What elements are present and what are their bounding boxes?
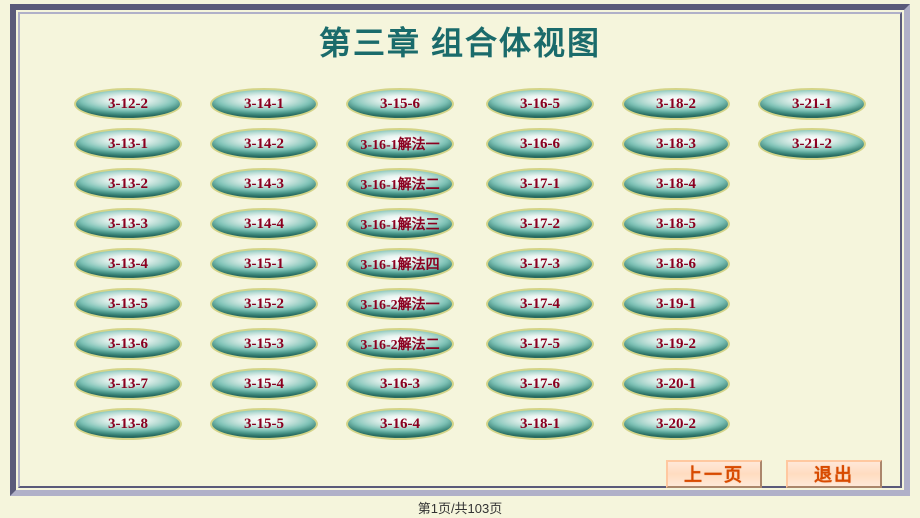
nav-pill-3-13-7[interactable]: 3-13-7	[74, 368, 182, 400]
button-grid: 3-12-2 3-13-1 3-13-2 3-13-3 3-13-4 3-13-5 3-13…	[16, 70, 904, 490]
nav-pill-3-18-2[interactable]: 3-18-2	[622, 88, 730, 120]
nav-pill-3-13-2[interactable]: 3-13-2	[74, 168, 182, 200]
nav-pill-3-16-3[interactable]: 3-16-3	[346, 368, 454, 400]
main-panel: 第三章 组合体视图 3-12-2 3-13-1 3-13-2 3-13-3 3-13-4…	[10, 4, 910, 496]
nav-pill-3-15-2[interactable]: 3-15-2	[210, 288, 318, 320]
nav-pill-3-16-5[interactable]: 3-16-5	[486, 88, 594, 120]
nav-pill-3-21-1[interactable]: 3-21-1	[758, 88, 866, 120]
nav-pill-3-12-2[interactable]: 3-12-2	[74, 88, 182, 120]
nav-pill-3-13-6[interactable]: 3-13-6	[74, 328, 182, 360]
prev-page-button[interactable]: 上一页	[666, 460, 762, 488]
nav-pill-3-17-2[interactable]: 3-17-2	[486, 208, 594, 240]
nav-pill-3-15-5[interactable]: 3-15-5	[210, 408, 318, 440]
nav-pill-3-16-2解法一[interactable]: 3-16-2解法一	[346, 288, 454, 320]
nav-pill-3-17-5[interactable]: 3-17-5	[486, 328, 594, 360]
nav-pill-3-14-2[interactable]: 3-14-2	[210, 128, 318, 160]
nav-pill-3-14-1[interactable]: 3-14-1	[210, 88, 318, 120]
nav-pill-3-18-5[interactable]: 3-18-5	[622, 208, 730, 240]
nav-pill-3-18-4[interactable]: 3-18-4	[622, 168, 730, 200]
nav-pill-3-15-6[interactable]: 3-15-6	[346, 88, 454, 120]
nav-pill-3-13-5[interactable]: 3-13-5	[74, 288, 182, 320]
nav-pill-3-20-1[interactable]: 3-20-1	[622, 368, 730, 400]
nav-pill-3-17-1[interactable]: 3-17-1	[486, 168, 594, 200]
nav-pill-3-20-2[interactable]: 3-20-2	[622, 408, 730, 440]
nav-pill-3-18-6[interactable]: 3-18-6	[622, 248, 730, 280]
nav-pill-3-21-2[interactable]: 3-21-2	[758, 128, 866, 160]
nav-pill-3-17-4[interactable]: 3-17-4	[486, 288, 594, 320]
nav-pill-3-16-1解法四[interactable]: 3-16-1解法四	[346, 248, 454, 280]
page-title: 第三章 组合体视图	[16, 18, 904, 64]
exit-button[interactable]: 退出	[786, 460, 882, 488]
nav-pill-3-13-8[interactable]: 3-13-8	[74, 408, 182, 440]
nav-pill-3-16-2解法二[interactable]: 3-16-2解法二	[346, 328, 454, 360]
nav-pill-3-16-1解法三[interactable]: 3-16-1解法三	[346, 208, 454, 240]
nav-pill-3-14-3[interactable]: 3-14-3	[210, 168, 318, 200]
nav-pill-3-13-3[interactable]: 3-13-3	[74, 208, 182, 240]
nav-pill-3-18-1[interactable]: 3-18-1	[486, 408, 594, 440]
nav-pill-3-18-3[interactable]: 3-18-3	[622, 128, 730, 160]
nav-pill-3-16-1解法一[interactable]: 3-16-1解法一	[346, 128, 454, 160]
nav-pill-3-14-4[interactable]: 3-14-4	[210, 208, 318, 240]
nav-pill-3-15-4[interactable]: 3-15-4	[210, 368, 318, 400]
nav-pill-3-19-2[interactable]: 3-19-2	[622, 328, 730, 360]
page-indicator: 第1页/共103页	[418, 498, 503, 517]
nav-pill-3-13-1[interactable]: 3-13-1	[74, 128, 182, 160]
nav-pill-3-16-1解法二[interactable]: 3-16-1解法二	[346, 168, 454, 200]
nav-pill-3-16-6[interactable]: 3-16-6	[486, 128, 594, 160]
nav-pill-3-17-3[interactable]: 3-17-3	[486, 248, 594, 280]
nav-pill-3-19-1[interactable]: 3-19-1	[622, 288, 730, 320]
nav-pill-3-15-3[interactable]: 3-15-3	[210, 328, 318, 360]
nav-pill-3-15-1[interactable]: 3-15-1	[210, 248, 318, 280]
nav-pill-3-13-4[interactable]: 3-13-4	[74, 248, 182, 280]
nav-pill-3-17-6[interactable]: 3-17-6	[486, 368, 594, 400]
nav-pill-3-16-4[interactable]: 3-16-4	[346, 408, 454, 440]
